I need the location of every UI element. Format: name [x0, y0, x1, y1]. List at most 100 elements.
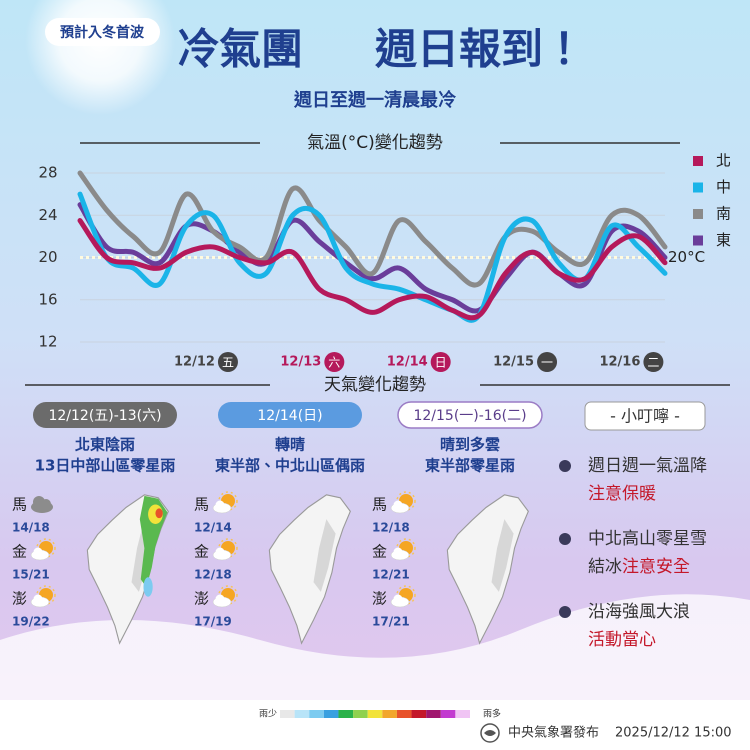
- weekday-label: 日: [435, 356, 447, 370]
- period-pill: [397, 401, 543, 429]
- period: 12/15(一)-16(二): [413, 408, 526, 424]
- island-temp: 19/22: [12, 615, 50, 629]
- weekday-badge: [430, 352, 451, 372]
- rain-scale-swatch: [353, 710, 368, 718]
- series-line: [77, 218, 668, 321]
- rain-scale-swatch: [323, 710, 339, 718]
- logo: [480, 723, 500, 743]
- tip-text: 中北高山零星雪: [588, 529, 707, 549]
- weekday-badge: [537, 352, 558, 372]
- rain-scale-swatch: [396, 710, 412, 718]
- description: 北東陰雨: [75, 436, 135, 454]
- chart-title: 氣溫(°C)變化趨勢: [307, 133, 443, 153]
- description: 東半部、中北山區偶雨: [215, 457, 365, 475]
- mountain-shade: [491, 519, 514, 592]
- y-tick-label: 28: [38, 164, 57, 182]
- rain-scale-swatch: [367, 710, 383, 718]
- description: 13日中部山區零星雨: [35, 457, 176, 475]
- legend-swatch: [693, 235, 703, 246]
- series-line: [77, 170, 668, 288]
- tip-bullet: [559, 606, 571, 618]
- legend-label: 南: [716, 205, 731, 223]
- island-name: 金: [194, 543, 209, 561]
- subtitle: 週日至週一清晨最冷: [293, 89, 457, 111]
- tip-note: 注意保暖: [588, 484, 656, 504]
- legend-swatch: [693, 209, 703, 219]
- legend-label: 東: [716, 231, 731, 249]
- rain-scale-swatch: [294, 710, 310, 718]
- island-temp: 12/18: [372, 521, 410, 535]
- taiwan-map: [268, 494, 351, 644]
- mountain-shade: [313, 519, 336, 592]
- issue-time: 2025/12/12 15:00: [615, 726, 732, 741]
- y-tick-label: 16: [38, 290, 57, 308]
- x-tick-label: 12/13: [280, 355, 321, 370]
- rain-scale-swatch: [280, 710, 295, 718]
- tip-text: 週日週一氣溫降: [588, 456, 707, 476]
- island-name: 澎: [12, 590, 27, 608]
- reference-label: 20°C: [668, 248, 705, 266]
- island-name: 馬: [12, 496, 27, 514]
- badge: 預計入冬首波: [60, 24, 145, 41]
- y-tick-label: 24: [38, 206, 57, 224]
- island-name: 金: [372, 543, 387, 561]
- taiwan-map: [86, 494, 169, 644]
- rain-scale-swatch: [309, 710, 324, 718]
- tips-title-box: [584, 401, 706, 431]
- series-line: [77, 191, 668, 323]
- snow-ground: [0, 594, 750, 705]
- island-name: 金: [12, 543, 27, 561]
- island-name: 澎: [372, 590, 387, 608]
- weekday-label: 一: [541, 356, 553, 370]
- island-temp: 15/21: [12, 568, 50, 582]
- y-tick-label: 12: [38, 333, 57, 351]
- rain-scale-swatch: [338, 710, 354, 718]
- x-tick-label: 12/16: [599, 355, 640, 370]
- title: 週日報到！: [375, 25, 585, 74]
- description: 晴到多雲: [440, 436, 500, 454]
- rain-high: 雨多: [483, 708, 501, 720]
- weekday-badge: [643, 352, 664, 372]
- tips-title: - 小叮嚀 -: [610, 407, 680, 426]
- weekday-label: 六: [328, 356, 340, 370]
- x-tick-label: 12/12: [174, 355, 215, 370]
- legend-label: 北: [716, 152, 731, 170]
- weekday-label: 五: [222, 356, 234, 370]
- description: 東半部零星雨: [425, 457, 515, 475]
- tip-bullet: [559, 460, 571, 472]
- rain-light: [143, 577, 153, 597]
- tip-note: 結冰注意安全: [588, 557, 690, 577]
- weekday-badge: [324, 352, 345, 372]
- island-temp: 12/18: [194, 568, 232, 582]
- island-name: 澎: [194, 590, 209, 608]
- period-pill: [218, 402, 362, 428]
- rain-scale-swatch: [382, 710, 397, 718]
- legend-label: 中: [716, 178, 731, 196]
- description: 轉晴: [275, 436, 305, 454]
- period: 12/14(日): [257, 408, 322, 424]
- tip-note-part: 注意保暖: [588, 484, 656, 504]
- tip-note: 活動當心: [588, 630, 656, 650]
- period-pill: [33, 402, 177, 428]
- y-tick-label: 20: [38, 248, 57, 266]
- island-name: 馬: [194, 496, 209, 514]
- period: 12/12(五)-13(六): [48, 408, 161, 424]
- tip-note-part: 活動當心: [588, 630, 656, 650]
- taiwan-map: [446, 494, 529, 644]
- issuer: 中央氣象署發布: [508, 726, 599, 741]
- rain-scale-swatch: [440, 710, 456, 718]
- x-tick-label: 12/15: [493, 355, 534, 370]
- tip-text: 沿海強風大浪: [588, 602, 690, 622]
- weekday-label: 二: [647, 356, 659, 370]
- rain-scale-swatch: [426, 710, 441, 718]
- legend-swatch: [693, 156, 703, 166]
- tip-bullet: [559, 533, 571, 545]
- rain-scale-swatch: [455, 710, 470, 718]
- island-temp: 14/18: [12, 521, 50, 535]
- legend-swatch: [693, 182, 703, 193]
- rain-low: 雨少: [259, 709, 277, 720]
- island-temp: 12/14: [194, 521, 232, 535]
- x-tick-label: 12/14: [387, 355, 428, 370]
- section-title: 天氣變化趨勢: [324, 375, 426, 395]
